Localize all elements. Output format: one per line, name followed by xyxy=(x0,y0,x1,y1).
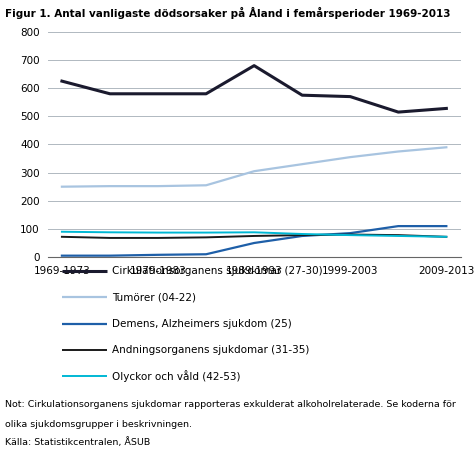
Text: Not: Cirkulationsorganens sjukdomar rapporteras exkulderat alkoholrelaterade. Se: Not: Cirkulationsorganens sjukdomar rapp… xyxy=(5,400,456,410)
Text: Andningsorganens sjukdomar (31-35): Andningsorganens sjukdomar (31-35) xyxy=(112,345,309,355)
Text: olika sjukdomsgrupper i beskrivningen.: olika sjukdomsgrupper i beskrivningen. xyxy=(5,420,192,429)
Text: Demens, Alzheimers sjukdom (25): Demens, Alzheimers sjukdom (25) xyxy=(112,318,291,329)
Text: Figur 1. Antal vanligaste dödsorsaker på Åland i femårsperioder 1969-2013: Figur 1. Antal vanligaste dödsorsaker på… xyxy=(5,7,450,19)
Text: Olyckor och våld (42-53): Olyckor och våld (42-53) xyxy=(112,370,240,382)
Text: Tumörer (04-22): Tumörer (04-22) xyxy=(112,292,196,302)
Text: Källa: Statistikcentralen, ÅSUB: Källa: Statistikcentralen, ÅSUB xyxy=(5,437,150,447)
Text: Cirkulationsorganens sjukdomar (27-30): Cirkulationsorganens sjukdomar (27-30) xyxy=(112,266,322,276)
